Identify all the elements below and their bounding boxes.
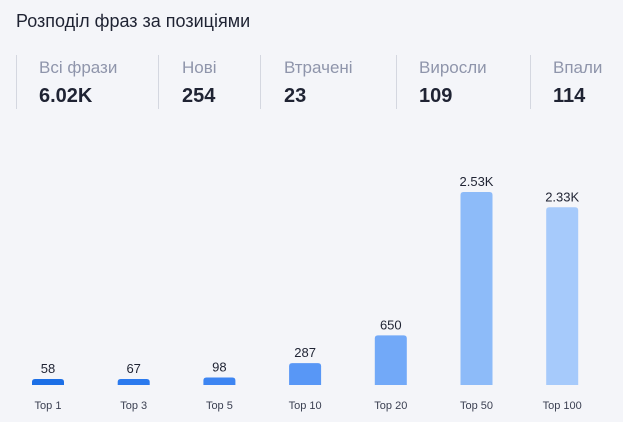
bar-top-20[interactable]: [374, 335, 407, 385]
bar-value-label: 67: [126, 361, 140, 376]
bar-top-5[interactable]: [203, 377, 236, 385]
stat-value: 109: [419, 85, 453, 107]
stat-value: 254: [182, 85, 216, 107]
stat-all-phrases[interactable]: Всі фрази 6.02K: [16, 55, 159, 109]
stat-label: Втрачені: [284, 58, 353, 77]
bar-top-10[interactable]: [289, 363, 322, 385]
x-tick-label: Top 50: [460, 400, 493, 412]
stat-value: 114: [553, 85, 586, 107]
x-tick-label: Top 20: [374, 400, 407, 412]
stat-label: Нові: [182, 58, 217, 77]
bar-value-label: 98: [212, 360, 226, 375]
stat-label: Всі фрази: [39, 58, 118, 77]
bar-top-100[interactable]: [546, 207, 579, 385]
bar-value-label: 2.33K: [545, 189, 579, 204]
stat-label: Впали: [553, 58, 603, 77]
bar-value-label: 2.53K: [460, 174, 494, 189]
bar-top-1[interactable]: [32, 379, 64, 385]
x-tick-label: Top 100: [543, 400, 582, 412]
stat-rose[interactable]: Виросли 109: [396, 55, 531, 109]
stat-value: 23: [284, 85, 307, 107]
stat-new[interactable]: Нові 254: [158, 55, 261, 109]
chart-title: Розподіл фраз за позиціями: [16, 11, 251, 31]
bar-top-3[interactable]: [117, 379, 150, 385]
stat-lost[interactable]: Втрачені 23: [260, 55, 397, 109]
bar-value-label: 287: [294, 345, 316, 360]
stat-label: Виросли: [419, 58, 487, 77]
stats-row: Всі фрази 6.02K Нові 254 Втрачені 23 Вир…: [16, 55, 623, 109]
stat-value: 6.02K: [39, 85, 93, 107]
x-tick-label: Top 3: [120, 400, 147, 412]
x-tick-label: Top 10: [289, 400, 322, 412]
x-tick-label: Top 1: [35, 400, 62, 412]
bar-top-50[interactable]: [460, 192, 493, 385]
bar-value-label: 58: [41, 361, 55, 376]
stat-fell[interactable]: Впали 114: [530, 55, 623, 109]
x-tick-label: Top 5: [206, 400, 233, 412]
bar-value-label: 650: [380, 317, 402, 332]
